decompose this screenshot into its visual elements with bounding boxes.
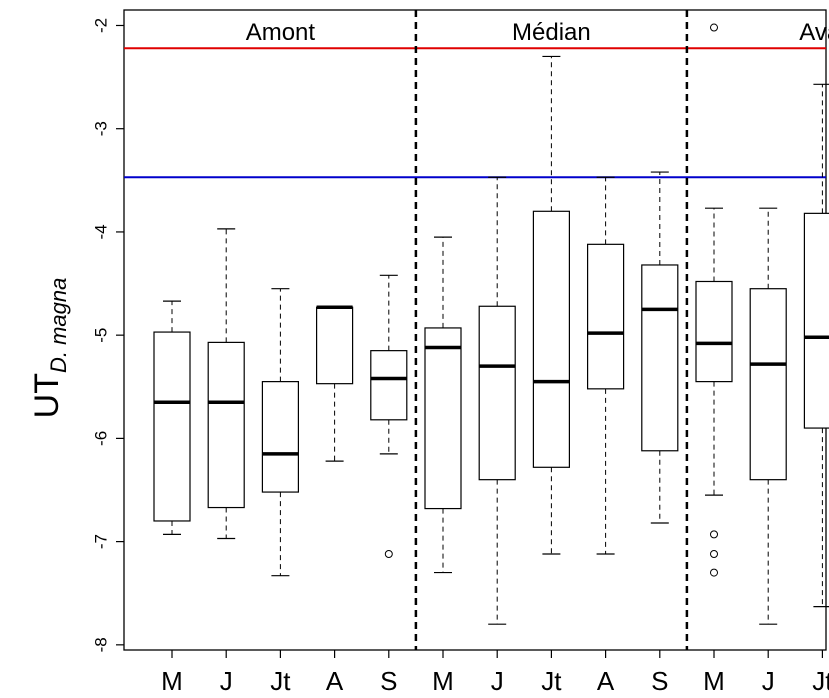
box <box>207 341 245 509</box>
x-tick-label: Jt <box>812 666 829 696</box>
outlier-point <box>710 530 718 539</box>
x-tick-label: Jt <box>541 666 562 696</box>
box <box>153 331 191 522</box>
outlier-point <box>710 568 718 577</box>
y-axis-label: UTD. magna <box>28 278 71 419</box>
box <box>424 327 462 510</box>
y-tick-label: -7 <box>91 534 110 549</box>
box <box>586 243 625 390</box>
panel-label: Aval <box>799 19 829 46</box>
x-tick-label: J <box>220 666 233 696</box>
x-tick-label: Jt <box>270 666 291 696</box>
plot-area: -8 -7 -6 -5 -4 -3 -2 Amont Médian Aval M J Jt A S M J Jt A… <box>91 9 829 696</box>
box <box>695 280 733 383</box>
x-tick-label: M <box>161 666 183 696</box>
box <box>478 305 516 481</box>
box <box>261 381 299 493</box>
x-tick-label: A <box>326 666 344 696</box>
box <box>370 350 408 421</box>
panel-label: Médian <box>512 19 591 46</box>
y-axis-label-subscript: D. magna <box>46 278 71 373</box>
x-tick-label: S <box>651 666 668 696</box>
outlier-point <box>710 550 718 558</box>
y-tick-label: -5 <box>91 328 110 343</box>
x-tick-label: S <box>380 666 397 696</box>
x-tick-label: M <box>432 666 454 696</box>
box <box>316 306 354 385</box>
outlier-point <box>384 550 393 558</box>
box <box>641 264 679 452</box>
y-tick-label: -2 <box>91 18 110 33</box>
y-tick-label: -4 <box>91 224 110 239</box>
y-tick-label: -6 <box>91 431 110 446</box>
outlier-point <box>710 23 718 32</box>
panel-label: Amont <box>246 19 316 46</box>
x-tick-label: M <box>703 666 725 696</box>
box <box>803 212 829 429</box>
box <box>749 288 787 481</box>
x-tick-label: J <box>762 666 775 696</box>
y-axis-label-main: UT <box>28 373 66 418</box>
x-tick-label: A <box>597 666 615 696</box>
y-tick-label: -8 <box>91 637 110 652</box>
box <box>532 210 571 468</box>
y-tick-label: -3 <box>91 121 110 136</box>
x-tick-label: J <box>491 666 504 696</box>
